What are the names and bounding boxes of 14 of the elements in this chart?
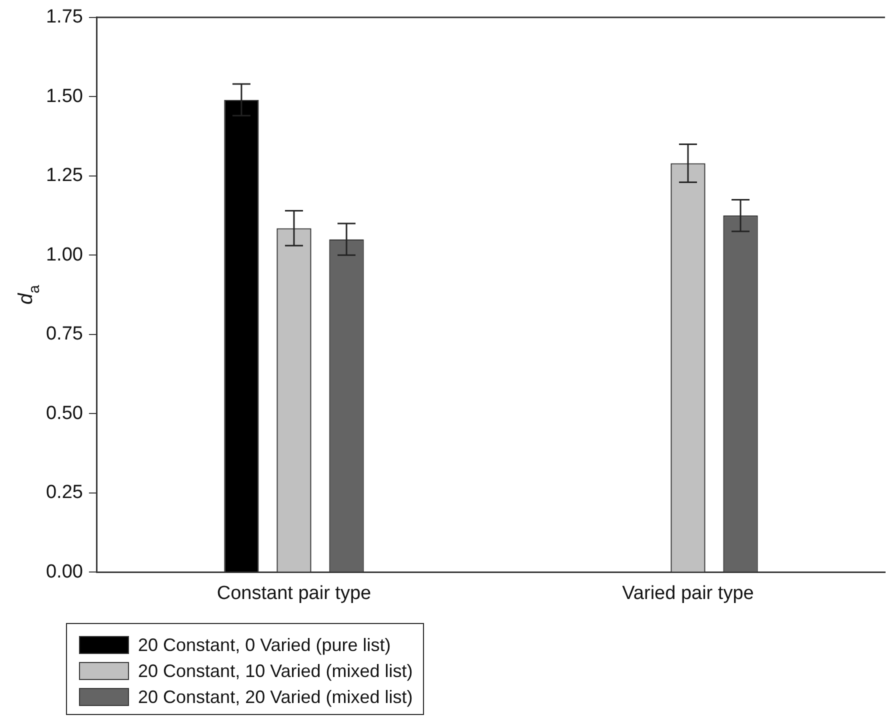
- y-tick-label: 0.00: [46, 561, 83, 582]
- y-axis-title: da: [15, 284, 43, 305]
- legend-label: 20 Constant, 10 Varied (mixed list): [138, 660, 413, 682]
- y-tick-label: 0.25: [46, 482, 83, 504]
- y-tick-label: 1.75: [46, 6, 83, 28]
- x-tick-label: Varied pair type: [622, 582, 754, 604]
- legend-label: 20 Constant, 0 Varied (pure list): [138, 634, 391, 656]
- y-tick-label: 1.00: [46, 244, 83, 266]
- legend-label: 20 Constant, 20 Varied (mixed list): [138, 686, 413, 708]
- y-tick-label: 1.25: [46, 165, 83, 186]
- y-tick-label: 0.50: [46, 402, 83, 424]
- y-tick-label: 0.75: [46, 324, 83, 345]
- x-tick-label: Constant pair type: [216, 582, 372, 604]
- y-tick-label: 1.50: [46, 86, 83, 107]
